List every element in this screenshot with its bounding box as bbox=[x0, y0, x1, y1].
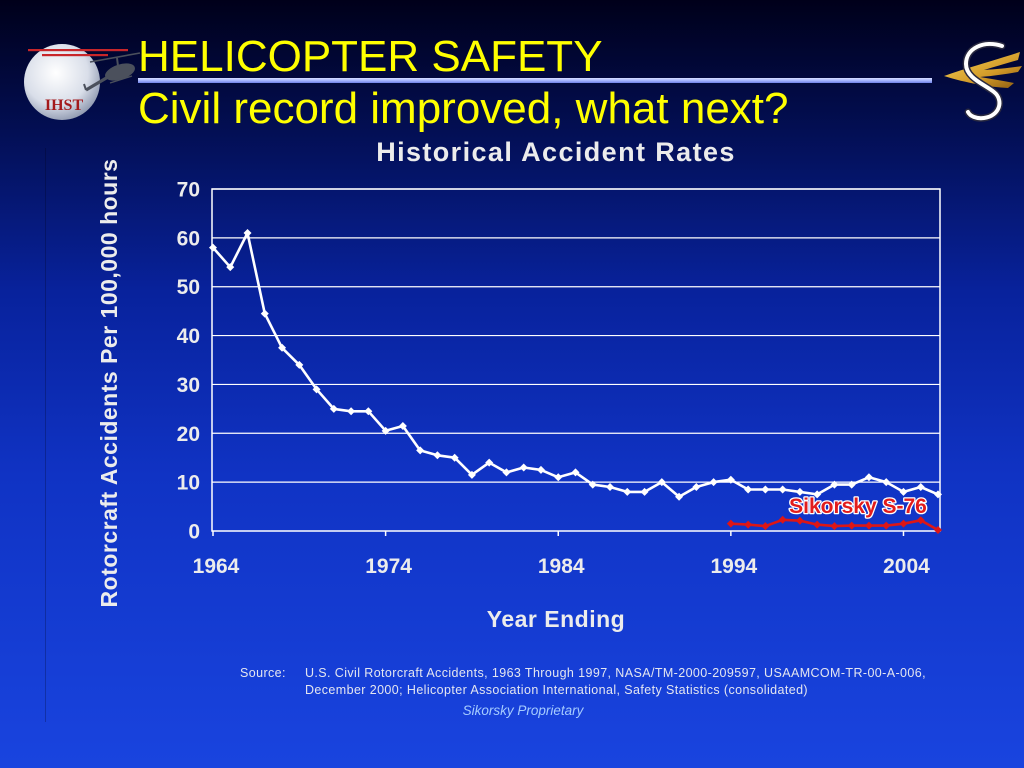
data-point bbox=[813, 520, 822, 529]
data-point bbox=[795, 516, 804, 525]
data-point bbox=[554, 473, 563, 482]
source-label: Source: bbox=[240, 666, 286, 680]
data-point bbox=[726, 519, 735, 528]
x-tick-label: 1994 bbox=[710, 555, 757, 578]
accident-rate-chart: Historical Accident Rates Rotorcraft Acc… bbox=[96, 137, 942, 632]
data-point bbox=[433, 451, 442, 460]
data-point bbox=[916, 483, 925, 492]
y-axis-label: Rotorcraft Accidents Per 100,000 hours bbox=[96, 159, 122, 608]
series-label-sikorsky-s76: Sikorsky S-76 bbox=[789, 495, 927, 518]
y-tick-label: 40 bbox=[177, 325, 200, 348]
data-point bbox=[450, 453, 459, 462]
data-point bbox=[295, 360, 304, 369]
data-point bbox=[882, 478, 891, 487]
chart-image-edge bbox=[45, 148, 46, 722]
chart-title: Historical Accident Rates bbox=[376, 137, 736, 167]
data-point bbox=[778, 515, 787, 524]
x-tick-label: 2004 bbox=[883, 555, 930, 578]
data-point bbox=[726, 475, 735, 484]
helicopter-icon bbox=[83, 52, 141, 92]
series-line-accident-rate bbox=[212, 231, 939, 499]
data-point bbox=[278, 343, 287, 352]
data-point bbox=[830, 522, 839, 531]
data-point bbox=[329, 404, 338, 413]
logo-lettering-lines bbox=[28, 49, 128, 57]
y-tick-label: 70 bbox=[177, 179, 200, 202]
y-tick-label: 30 bbox=[177, 374, 200, 397]
data-point bbox=[864, 521, 873, 530]
data-point bbox=[882, 521, 891, 530]
x-tick-label: 1964 bbox=[193, 555, 240, 578]
data-point bbox=[571, 468, 580, 477]
slide-title: HELICOPTER SAFETY bbox=[138, 32, 603, 81]
y-tick-label: 0 bbox=[188, 521, 200, 544]
data-point bbox=[934, 490, 942, 499]
data-point bbox=[761, 522, 770, 531]
data-point bbox=[536, 465, 545, 474]
data-point bbox=[209, 243, 217, 252]
plot-frame bbox=[211, 188, 941, 532]
source-citation-line-1: U.S. Civil Rotorcraft Accidents, 1963 Th… bbox=[305, 666, 926, 680]
data-point bbox=[744, 485, 753, 494]
y-tick-label: 60 bbox=[177, 227, 200, 250]
data-point bbox=[709, 478, 718, 487]
data-point bbox=[502, 468, 511, 477]
data-point bbox=[312, 385, 321, 394]
data-point bbox=[519, 463, 528, 472]
data-point bbox=[795, 487, 804, 496]
data-point bbox=[761, 485, 770, 494]
data-point bbox=[916, 516, 925, 525]
data-point bbox=[744, 520, 753, 529]
data-point bbox=[640, 487, 649, 496]
data-point bbox=[899, 519, 908, 528]
plot-area: 0 10 20 30 40 50 60 70 1964 1974 1984 1994 2004 bbox=[177, 179, 942, 578]
data-point bbox=[657, 478, 666, 487]
ihst-logo: IHST bbox=[24, 44, 141, 120]
eagle-wing-icon bbox=[944, 52, 1022, 88]
data-point bbox=[416, 446, 425, 455]
y-tick-label: 20 bbox=[177, 423, 200, 446]
source-citation-line-2: December 2000; Helicopter Association In… bbox=[305, 683, 808, 697]
data-point bbox=[675, 492, 684, 501]
data-point bbox=[813, 490, 822, 499]
y-tick-label: 10 bbox=[177, 472, 200, 495]
data-point bbox=[778, 485, 787, 494]
data-point bbox=[847, 480, 856, 489]
data-point bbox=[243, 228, 252, 237]
data-point bbox=[381, 426, 390, 435]
x-tick-label: 1984 bbox=[538, 555, 585, 578]
proprietary-notice: Sikorsky Proprietary bbox=[462, 703, 584, 718]
data-point bbox=[588, 480, 597, 489]
data-point bbox=[260, 309, 269, 318]
data-point bbox=[398, 421, 407, 430]
data-point bbox=[623, 487, 632, 496]
x-tick-label: 1974 bbox=[365, 555, 412, 578]
x-axis-label: Year Ending bbox=[487, 606, 625, 632]
data-point bbox=[692, 483, 701, 492]
data-point bbox=[347, 407, 356, 416]
ihst-logo-text: IHST bbox=[45, 97, 84, 114]
data-point bbox=[606, 483, 615, 492]
slide-subtitle: Civil record improved, what next? bbox=[138, 84, 789, 133]
globe-emblem bbox=[24, 44, 100, 120]
title-underline bbox=[138, 78, 932, 83]
y-tick-label: 50 bbox=[177, 276, 200, 299]
data-point bbox=[485, 458, 494, 467]
data-point bbox=[899, 487, 908, 496]
data-point bbox=[864, 473, 873, 482]
sikorsky-logo bbox=[944, 40, 1022, 122]
data-point bbox=[934, 526, 942, 535]
data-point bbox=[226, 263, 235, 272]
data-point bbox=[467, 470, 476, 479]
data-point bbox=[830, 480, 839, 489]
s-swoosh-icon bbox=[962, 40, 1006, 122]
data-point bbox=[847, 521, 856, 530]
data-point bbox=[364, 407, 373, 416]
